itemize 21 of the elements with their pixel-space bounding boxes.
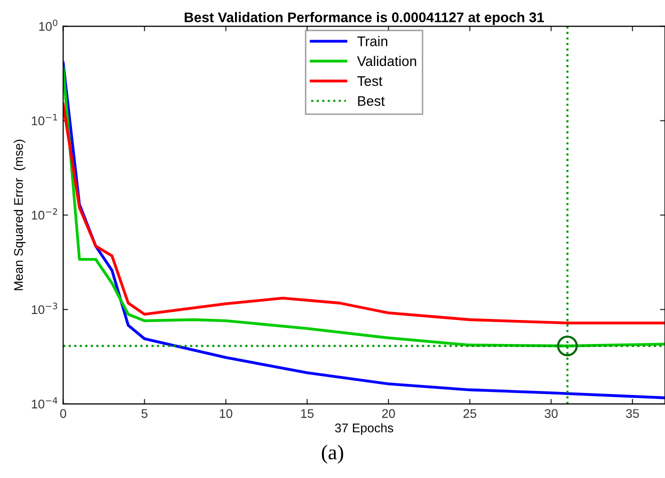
- x-tick-label: 5: [142, 409, 148, 418]
- legend-label: Validation: [357, 56, 416, 66]
- legend-label: Train: [357, 36, 388, 46]
- chart-title: Best Validation Performance is 0.00041127 at epoch 31: [184, 12, 544, 26]
- x-tick-label: 25: [463, 409, 476, 418]
- y-tick-label: 10$^{0}$: [39, 19, 58, 31]
- x-tick-label: 15: [301, 409, 314, 418]
- legend-label: Best: [358, 96, 385, 106]
- x-tick-label: 30: [544, 409, 558, 418]
- y-axis-title: Mean Squared Error (mse): [14, 140, 26, 290]
- x-axis-title: 37 Epochs: [335, 423, 394, 435]
- y-tick-label: 10$^{−2}$: [32, 208, 57, 220]
- x-tick-label: 0: [60, 409, 66, 418]
- x-tick-label: 20: [382, 409, 395, 418]
- text: (a): [322, 444, 344, 464]
- y-tick-label: 10$^{−4}$: [32, 397, 58, 408]
- y-tick-label: 10$^{−1}$: [32, 114, 58, 126]
- x-tick-label: 10: [220, 409, 232, 418]
- legend-label: Test: [357, 76, 382, 86]
- y-tick-label: 10$^{−3}$: [32, 302, 58, 314]
- x-tick-label: 35: [626, 409, 639, 418]
